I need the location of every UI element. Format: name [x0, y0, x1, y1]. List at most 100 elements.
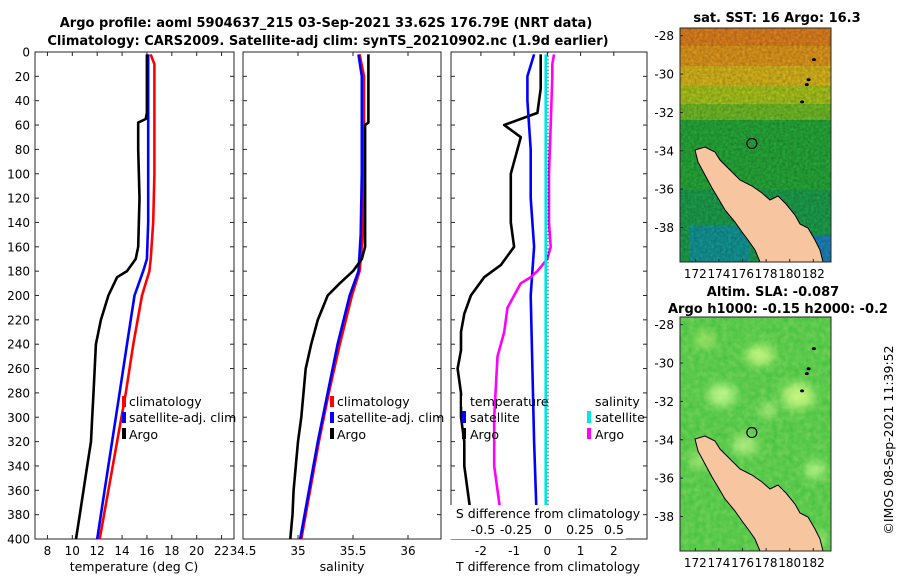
s-tick-label: -0.25 [500, 522, 532, 537]
depth-tick-label: 260 [7, 362, 30, 376]
series-line-temperature [456, 54, 543, 539]
lon-tick-label: 176 [731, 556, 754, 570]
legend-argo-t-swatch [462, 428, 466, 439]
lat-tick-label: -36 [654, 472, 674, 486]
lat-tick-label: -36 [654, 183, 674, 197]
sla-map-title-2: Argo h1000: -0.15 h2000: -0.2 [668, 302, 888, 317]
lat-tick-label: -38 [654, 221, 674, 235]
legend-argo-label: Argo [129, 427, 158, 442]
depth-tick-label: 160 [7, 240, 30, 254]
sst-map-frame [679, 27, 832, 263]
x-tick-label: 20 [189, 544, 204, 558]
s-axis-label-bg [450, 505, 626, 539]
depth-tick-label: 360 [7, 484, 30, 498]
x-tick-label: -2 [475, 544, 487, 558]
lat-tick-label: -30 [654, 68, 674, 82]
lat-tick-label: -32 [654, 106, 674, 120]
series-line-climatology [98, 53, 156, 539]
depth-tick-label: 120 [7, 192, 30, 206]
legend-satellite-label: satellite-adj. clim [337, 410, 444, 425]
nz-land [694, 435, 824, 551]
salinity-depth-ticks [243, 51, 441, 540]
series-line-salinity [492, 54, 556, 539]
depth-tick-label: 340 [7, 459, 30, 473]
legend-argo-t-label: Argo [470, 427, 499, 442]
series-line-argo [74, 54, 149, 539]
difference-lines [456, 54, 556, 539]
temperature-legend: climatology satellite-adj. clim Argo [122, 394, 236, 442]
depth-tick-label: 180 [7, 265, 30, 279]
x-tick-label: 22 [214, 544, 229, 558]
s-difference-label: S difference from climatology [456, 506, 641, 521]
x-tick-label: 18 [164, 544, 179, 558]
x-tick-label: 1 [577, 544, 585, 558]
depth-tick-label: 20 [15, 70, 30, 84]
lat-tick-label: -34 [654, 433, 674, 447]
lat-tick-label: -34 [654, 144, 674, 158]
legend-argo-label: Argo [337, 427, 366, 442]
nz-land [694, 146, 824, 262]
temperature-xlabel: temperature (deg C) [70, 559, 199, 574]
island-dot [806, 78, 811, 82]
legend-satellite-t-swatch [462, 411, 466, 423]
legend-argo-s-swatch [587, 428, 591, 439]
legend-satellite-swatch [330, 412, 334, 423]
lon-tick-label: 174 [707, 556, 730, 570]
legend-argo-s-label: Argo [595, 427, 624, 442]
island-dot [804, 372, 809, 376]
salinity-legend: climatology satellite-adj. clim Argo [330, 394, 444, 442]
lat-tick-label: -32 [654, 395, 674, 409]
depth-tick-label: 300 [7, 411, 30, 425]
difference-legend-t: temperature satellite Argo [462, 394, 549, 442]
depth-tick-label: 40 [15, 94, 30, 108]
island-dot [800, 100, 805, 104]
series-line-satellite-adj-clim [298, 54, 364, 539]
temperature-panel: 0 20 40 60 80 100 120 140 160 180 200 220 240 260 280 3… [7, 46, 236, 575]
depth-tick-label: 140 [7, 216, 30, 230]
lat-tick-label: -28 [654, 318, 674, 332]
lat-tick-label: -30 [654, 357, 674, 371]
x-tick-label: 34.5 [230, 544, 257, 558]
sst-map-ticks: 172 174 176 178 180 182 -28 -30 -32 -34 -36 -38 [654, 29, 824, 281]
island-dot [806, 367, 811, 371]
s-tick-label: 0 [544, 522, 552, 537]
temperature-lines [74, 53, 156, 539]
legend-argo-swatch [330, 428, 334, 439]
sla-map-ticks: 172 174 176 178 180 182 -28 -30 -32 -34 -36 -38 [654, 318, 824, 570]
depth-tick-label: 200 [7, 289, 30, 303]
sla-map-title-1: Altim. SLA: -0.087 [707, 285, 839, 300]
s-tick-label: 0.5 [604, 522, 624, 537]
depth-tick-label: 380 [7, 508, 30, 522]
x-tick-label: -1 [508, 544, 520, 558]
depth-tick-label: 220 [7, 313, 30, 327]
sst-map-title: sat. SST: 16 Argo: 16.3 [693, 11, 860, 26]
lon-tick-label: 178 [755, 556, 778, 570]
salinity-lines [289, 54, 370, 539]
x-tick-label: 35.5 [340, 544, 367, 558]
title-line2: Climatology: CARS2009. Satellite-adj cli… [47, 34, 608, 49]
lon-tick-label: 174 [707, 267, 730, 281]
series-line-argo [289, 54, 370, 539]
legend-satellite-swatch [122, 412, 126, 423]
x-tick-label: 35 [290, 544, 305, 558]
depth-tick-label: 80 [15, 143, 30, 157]
argo-position-marker [746, 137, 758, 150]
island-markers [800, 347, 816, 393]
lon-tick-label: 180 [778, 267, 801, 281]
island-markers [800, 58, 816, 104]
lat-tick-label: -28 [654, 29, 674, 43]
argo-position-marker [746, 426, 758, 439]
lon-tick-label: 176 [731, 267, 754, 281]
x-tick-label: 36 [400, 544, 415, 558]
lon-tick-label: 172 [684, 556, 707, 570]
series-line-satellite-adj-clim [95, 54, 150, 539]
legend-satellite-s-swatch [587, 411, 591, 423]
sla-map: Altim. SLA: -0.087 Argo h1000: -0.15 h20… [654, 285, 888, 570]
legend-temperature-label: temperature [470, 394, 549, 409]
legend-climatology-swatch [122, 396, 126, 407]
lon-tick-label: 178 [755, 267, 778, 281]
depth-tick-label: 280 [7, 386, 30, 400]
salinity-axes-box [242, 51, 442, 540]
salinity-ticks: 34.5 35 35.5 36 [230, 52, 416, 558]
x-tick-label: 12 [90, 544, 105, 558]
